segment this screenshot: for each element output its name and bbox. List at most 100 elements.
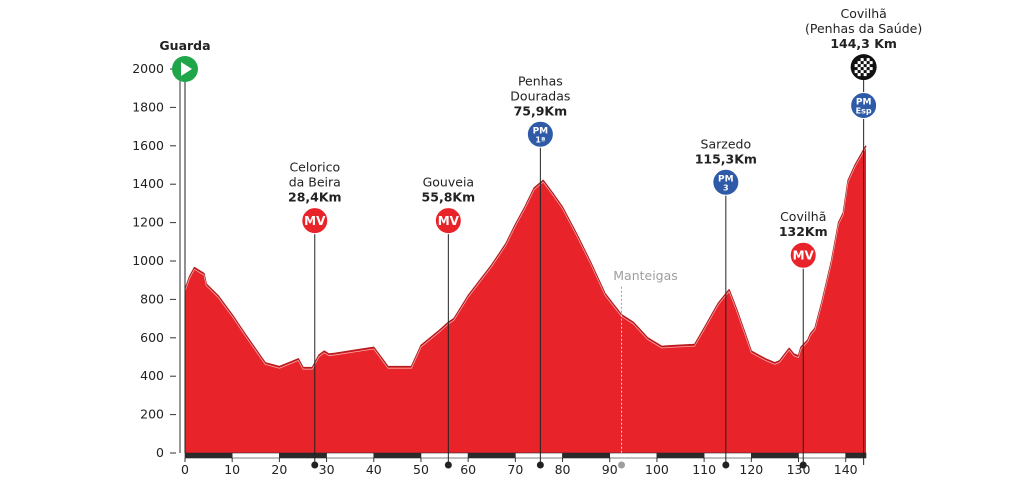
x-tick-label: 140 bbox=[834, 462, 858, 477]
km-ruler-segment bbox=[467, 452, 516, 459]
mountain-badge-icon bbox=[850, 91, 878, 119]
x-tick-label: 120 bbox=[739, 462, 763, 477]
profile-line-highlight bbox=[184, 147, 867, 370]
x-tick-label: 90 bbox=[602, 462, 618, 477]
checker-square bbox=[857, 61, 861, 65]
km-ruler-segment bbox=[373, 452, 422, 459]
checker-square bbox=[869, 67, 873, 71]
km-ruler-segment bbox=[703, 452, 752, 459]
x-tick-label: 0 bbox=[181, 462, 189, 477]
y-tick-label: 1000 bbox=[132, 253, 164, 268]
x-tick-label: 100 bbox=[645, 462, 669, 477]
checker-square bbox=[860, 70, 864, 74]
km-ruler-segment bbox=[279, 452, 327, 459]
checker-square bbox=[860, 64, 864, 68]
checker-square bbox=[866, 64, 870, 68]
x-tick-label: 80 bbox=[555, 462, 571, 477]
checker-square bbox=[854, 70, 858, 74]
marker-km-dot bbox=[799, 461, 807, 469]
badge-label: PM bbox=[718, 174, 734, 184]
marker-km-dot bbox=[311, 461, 319, 469]
y-tick-label: 2000 bbox=[132, 61, 164, 76]
km-ruler-segment bbox=[609, 452, 658, 459]
marker-label: Covilhã bbox=[840, 6, 886, 21]
marker-label: Penhas bbox=[518, 73, 563, 88]
marker-label: (Penhas da Saúde) bbox=[805, 21, 922, 36]
checker-square bbox=[857, 73, 861, 77]
marker-label: 144,3 Km bbox=[830, 36, 897, 51]
x-tick-label: 40 bbox=[366, 462, 382, 477]
mountain-badge-icon bbox=[712, 168, 740, 196]
y-tick-label: 1200 bbox=[132, 215, 164, 230]
play-icon bbox=[181, 62, 192, 76]
marker-label: Celorico bbox=[289, 160, 340, 175]
badge-label: MV bbox=[438, 214, 460, 228]
y-tick-label: 1400 bbox=[132, 176, 164, 191]
marker-label: 28,4Km bbox=[288, 190, 342, 205]
km-ruler-segment bbox=[515, 452, 563, 459]
marker-label: 55,8Km bbox=[422, 190, 476, 205]
km-ruler-segment bbox=[845, 452, 867, 459]
checker-square bbox=[863, 67, 867, 71]
badge-sublabel: Esp bbox=[856, 106, 872, 115]
y-tick-label: 600 bbox=[140, 330, 164, 345]
checker-square bbox=[857, 67, 861, 71]
checker-square bbox=[866, 58, 870, 62]
marker-label: 132Km bbox=[779, 224, 828, 239]
marker-label: 115,3Km bbox=[695, 151, 757, 166]
km-ruler-segment bbox=[420, 452, 469, 459]
marker-km-dot bbox=[722, 461, 730, 469]
marker-km-dot bbox=[444, 461, 452, 469]
passing-point-dot bbox=[618, 461, 626, 469]
x-tick-label: 30 bbox=[319, 462, 335, 477]
km-ruler-segment bbox=[798, 452, 847, 459]
checker-square bbox=[863, 61, 867, 65]
x-tick-label: 20 bbox=[271, 462, 287, 477]
mountain-badge-icon bbox=[526, 120, 554, 148]
checker-square bbox=[860, 58, 864, 62]
marker-label: Covilhã bbox=[780, 209, 826, 224]
km-ruler-segment bbox=[184, 452, 233, 459]
checker-square bbox=[869, 61, 873, 65]
profile-line bbox=[184, 145, 867, 369]
marker-label: Gouveia bbox=[423, 175, 474, 190]
marker-label: 75,9Km bbox=[514, 103, 568, 118]
badge-label: PM bbox=[533, 126, 549, 136]
km-ruler-segment bbox=[326, 452, 375, 459]
y-tick-label: 800 bbox=[140, 291, 164, 306]
y-tick-label: 0 bbox=[156, 445, 164, 460]
km-ruler-segment bbox=[656, 452, 705, 459]
y-tick-label: 1800 bbox=[132, 99, 164, 114]
y-tick-label: 400 bbox=[140, 368, 164, 383]
x-tick-label: 50 bbox=[413, 462, 429, 477]
y-tick-label: 1600 bbox=[132, 138, 164, 153]
sprint-badge-icon bbox=[789, 241, 817, 269]
marker-label: Guarda bbox=[159, 38, 210, 53]
sprint-badge-icon bbox=[434, 207, 462, 235]
badge-label: PM bbox=[856, 97, 872, 107]
passing-point-label: Manteigas bbox=[613, 268, 678, 283]
checker-square bbox=[854, 64, 858, 68]
y-tick-label: 200 bbox=[140, 407, 164, 422]
marker-label: Sarzedo bbox=[701, 136, 752, 151]
km-ruler-segment bbox=[751, 452, 799, 459]
marker-label: Douradas bbox=[510, 88, 570, 103]
marker-label: da Beira bbox=[289, 175, 341, 190]
badge-label: MV bbox=[304, 214, 326, 228]
x-tick-label: 110 bbox=[692, 462, 716, 477]
x-tick-label: 60 bbox=[460, 462, 476, 477]
checker-square bbox=[863, 73, 867, 77]
badge-sublabel: 3 bbox=[723, 183, 729, 192]
sprint-badge-icon bbox=[301, 207, 329, 235]
badge-sublabel: 1ª bbox=[535, 135, 545, 144]
checker-square bbox=[866, 70, 870, 74]
km-ruler-segment bbox=[562, 452, 611, 459]
x-tick-label: 70 bbox=[507, 462, 523, 477]
marker-km-dot bbox=[536, 461, 544, 469]
x-tick-label: 10 bbox=[224, 462, 240, 477]
km-ruler-segment bbox=[231, 452, 280, 459]
profile-area bbox=[185, 145, 866, 454]
badge-label: MV bbox=[793, 249, 815, 263]
